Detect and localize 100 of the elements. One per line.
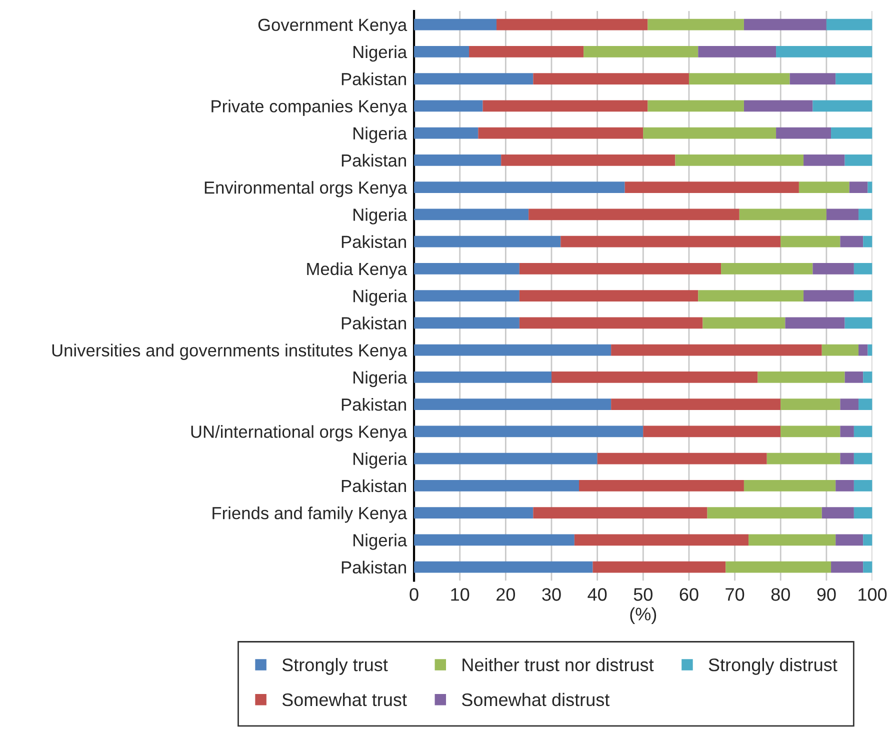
y-tick-label: Nigeria — [354, 290, 408, 306]
bar — [414, 372, 552, 383]
x-tick-label: 20 — [496, 588, 516, 601]
bar — [744, 18, 826, 30]
x-axis-title: (%) — [630, 607, 656, 624]
bar — [776, 46, 872, 58]
y-tick-label: Nigeria — [354, 45, 408, 62]
bar — [854, 507, 872, 519]
bar — [698, 46, 776, 58]
bar — [785, 317, 845, 329]
bar — [482, 100, 648, 112]
bar — [414, 18, 497, 30]
bar — [501, 154, 676, 166]
bar — [675, 154, 804, 166]
bar — [414, 208, 529, 220]
bar — [858, 208, 872, 220]
bar — [840, 452, 854, 464]
bar — [414, 236, 561, 248]
bar — [844, 317, 872, 329]
bar — [748, 534, 836, 546]
bar — [533, 73, 689, 85]
y-tick-label: Environmental orgs Kenya — [204, 181, 408, 198]
y-tick-label: Pakistan — [342, 316, 406, 330]
bar — [854, 290, 872, 302]
x-tick-label: 30 — [542, 588, 561, 601]
bar — [844, 154, 872, 166]
bar — [840, 236, 864, 248]
bar — [840, 426, 854, 438]
bar — [519, 317, 703, 329]
bar — [822, 344, 859, 356]
y-tick-label: Pakistan — [342, 560, 406, 574]
y-tick-label: Nigeria — [354, 208, 408, 224]
x-tick-label: 50 — [634, 588, 652, 601]
y-tick-label: Pakistan — [342, 235, 406, 248]
bar — [643, 426, 781, 438]
bar — [858, 398, 872, 410]
bar — [688, 73, 790, 85]
legend-label: Somewhat distrust — [462, 692, 610, 706]
y-tick-label: Nigeria — [354, 370, 408, 388]
bar — [766, 452, 840, 464]
bar — [414, 263, 520, 274]
y-tick-label: UN/international orgs Kenya — [191, 425, 408, 442]
bar — [584, 46, 698, 58]
bar — [414, 100, 483, 112]
bar — [739, 208, 826, 220]
bar — [863, 236, 872, 248]
x-tick-label: 90 — [817, 588, 836, 601]
bar — [858, 344, 868, 356]
bar — [868, 182, 872, 194]
y-tick-label: Pakistan — [342, 154, 406, 167]
bar — [414, 426, 644, 438]
bar — [414, 46, 470, 58]
bar — [698, 290, 804, 302]
bar — [863, 372, 872, 383]
bar — [707, 507, 822, 519]
bar — [578, 480, 744, 492]
bar — [552, 372, 758, 383]
bar — [780, 398, 840, 410]
bar — [414, 398, 612, 410]
y-tick-label: Universities and governments institutes Kenya — [52, 344, 408, 360]
x-tick-label: 0 — [410, 588, 418, 601]
bar — [854, 263, 872, 274]
bar — [611, 344, 822, 356]
bar — [496, 18, 648, 30]
bar — [414, 182, 625, 194]
y-tick-label: Pakistan — [342, 398, 406, 411]
x-tick-label: 40 — [588, 588, 607, 601]
bar — [533, 507, 708, 519]
bar — [414, 507, 534, 519]
x-tick-label: 10 — [451, 588, 470, 601]
y-tick-label: Friends and family Kenya — [212, 506, 408, 523]
legend-label: Neither trust nor distrust — [462, 658, 654, 672]
bar — [702, 317, 786, 329]
legend-label: Somewhat trust — [282, 692, 407, 706]
y-tick-label: Nigeria — [354, 534, 408, 550]
x-tick-label: 60 — [680, 588, 698, 601]
bar — [414, 73, 534, 85]
x-tick-label: 70 — [726, 588, 744, 601]
bar — [469, 46, 584, 58]
bar — [849, 182, 868, 194]
bar — [831, 561, 864, 573]
bar — [414, 127, 478, 139]
bar — [414, 480, 579, 492]
y-tick-label: Pakistan — [342, 479, 406, 492]
y-tick-label: Private companies Kenya — [212, 100, 408, 116]
bar — [624, 182, 799, 194]
bar — [721, 263, 813, 274]
bar — [414, 154, 502, 166]
bar — [776, 127, 832, 139]
bar — [836, 73, 872, 85]
bar — [758, 372, 845, 383]
bar — [812, 263, 854, 274]
bar — [863, 561, 872, 573]
bar — [868, 344, 872, 356]
bar — [648, 18, 744, 30]
bar — [414, 452, 598, 464]
bar — [519, 290, 698, 302]
bar — [414, 317, 520, 329]
bar — [822, 507, 854, 519]
bar — [519, 263, 722, 274]
